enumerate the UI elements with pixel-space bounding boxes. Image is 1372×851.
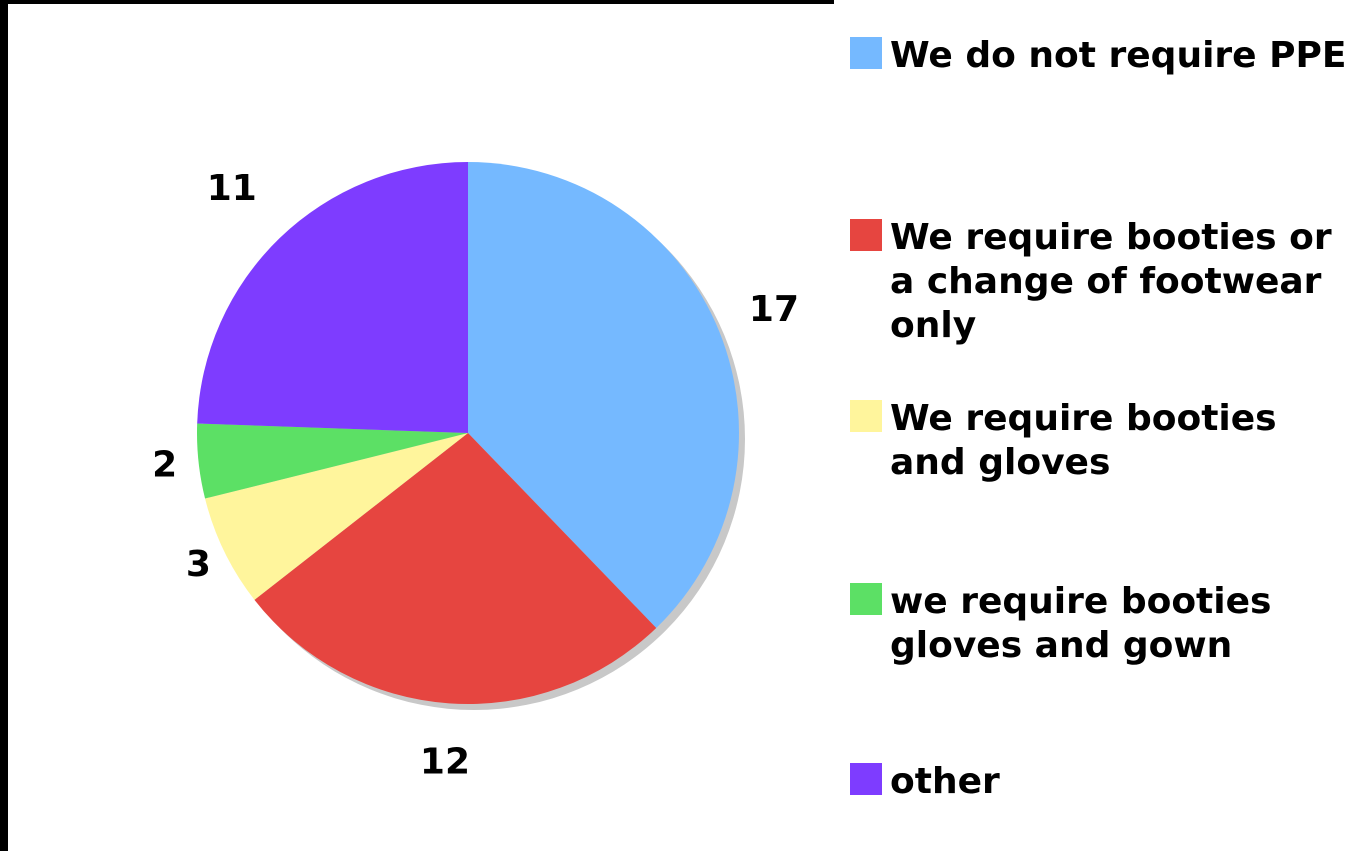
legend-item-booties-gloves-gown: we require booties gloves and gown bbox=[850, 580, 1370, 668]
legend-item-other: other bbox=[850, 760, 1370, 804]
pie-slice bbox=[197, 162, 468, 433]
pie-data-label: 2 bbox=[152, 444, 177, 485]
legend-swatch bbox=[850, 583, 882, 615]
pie-slice bbox=[197, 423, 468, 499]
legend-label: we require booties gloves and gown bbox=[890, 581, 1272, 666]
legend-item-booties-footwear: We require booties or a change of footwe… bbox=[850, 216, 1370, 348]
pie-data-label: 11 bbox=[207, 168, 257, 209]
legend-label: We require booties and gloves bbox=[890, 398, 1277, 483]
legend-swatch bbox=[850, 219, 882, 251]
pie-data-labels: 17 12 3 2 11 bbox=[152, 168, 799, 783]
legend-swatch bbox=[850, 37, 882, 69]
pie-data-label: 12 bbox=[420, 742, 470, 783]
pie-slice bbox=[468, 162, 739, 628]
legend-label: We do not require PPE bbox=[890, 35, 1347, 76]
chart-top-strip bbox=[834, 0, 1372, 4]
legend-label: We require booties or a change of footwe… bbox=[890, 217, 1332, 346]
pie-slice bbox=[254, 433, 657, 704]
legend-swatch bbox=[850, 763, 882, 795]
pie-data-label: 17 bbox=[749, 289, 799, 330]
legend-label: other bbox=[890, 761, 1000, 802]
pie-data-label: 3 bbox=[186, 544, 211, 585]
pie-slices bbox=[197, 162, 739, 704]
legend-item-no-ppe: We do not require PPE bbox=[850, 34, 1370, 78]
pie-slice bbox=[205, 433, 468, 600]
legend-swatch bbox=[850, 400, 882, 432]
legend-item-booties-gloves: We require booties and gloves bbox=[850, 397, 1370, 485]
